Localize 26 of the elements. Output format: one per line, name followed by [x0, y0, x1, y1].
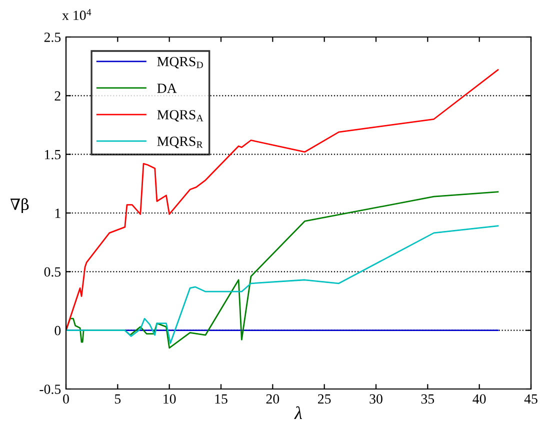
- x-tick-label: 0: [63, 394, 69, 404]
- x-tick-label: 30: [370, 394, 382, 404]
- line-series: [66, 225, 499, 344]
- x-tick-label: 5: [115, 394, 121, 404]
- y-tick-label: 2.5: [44, 32, 61, 42]
- legend-label: MQRS$_{A}$: [157, 110, 204, 122]
- legend-label: MQRS$_{R}$: [157, 136, 203, 148]
- y-tick-label: -0.5: [40, 384, 61, 394]
- x-tick-label: 45: [524, 394, 538, 404]
- x-tick-label: 20: [266, 394, 280, 404]
- y-tick-label: 2: [54, 91, 60, 100]
- x-tick-label: 15: [215, 394, 228, 404]
- y-tick-label: 0.5: [44, 267, 61, 277]
- x-axis-title: λ: [294, 406, 302, 419]
- x-tick-label: 25: [318, 394, 331, 404]
- x-tick-label: 10: [164, 394, 176, 404]
- x-tick-label: 35: [421, 394, 434, 404]
- y-tick-label: 1.5: [45, 150, 61, 160]
- text: x 10$^{4}$: [62, 9, 92, 20]
- y-tick-label: 1: [55, 208, 60, 218]
- line-series: [66, 69, 499, 332]
- legend-label: DA: [157, 84, 177, 93]
- x-tick-label: 40: [472, 394, 486, 404]
- y-axis-title: ∇β: [10, 198, 29, 213]
- y-tick-label: 0: [54, 326, 61, 336]
- legend-label: MQRS$_{D}$: [157, 56, 203, 68]
